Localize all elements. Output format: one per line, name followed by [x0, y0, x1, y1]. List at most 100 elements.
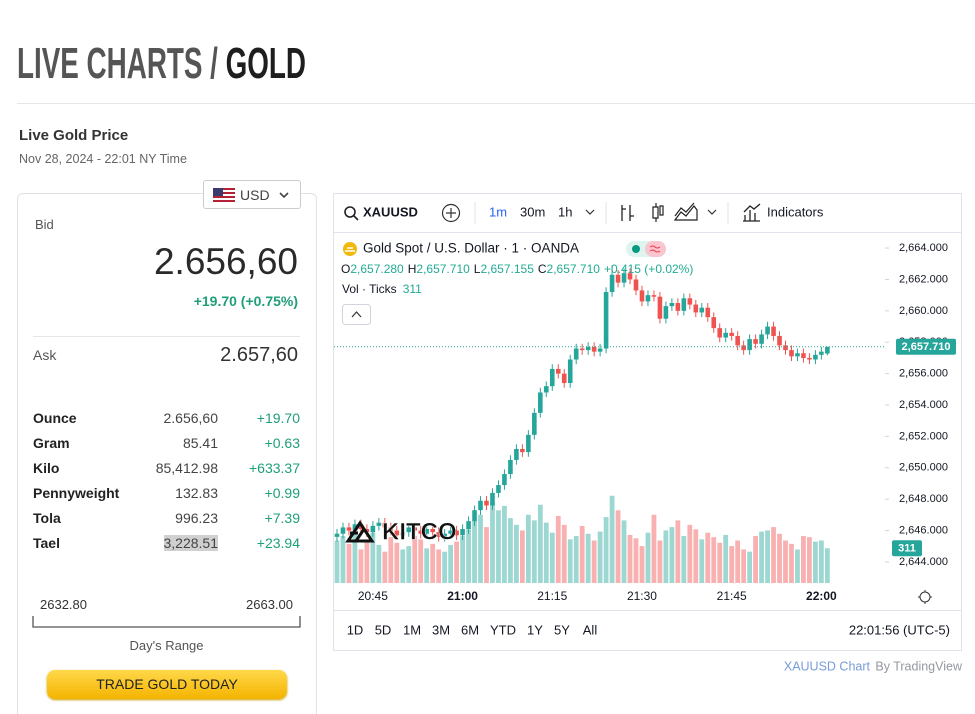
volume-bar	[741, 549, 747, 583]
unit-price: 2.656,60	[163, 410, 219, 426]
volume-badge	[892, 540, 922, 557]
candle-body	[352, 524, 358, 531]
range-button[interactable]: 6M	[461, 622, 479, 637]
range-button[interactable]: YTD	[490, 622, 516, 637]
volume-bar	[352, 531, 358, 583]
volume-bar	[448, 544, 454, 583]
candle-body	[514, 448, 519, 460]
candle-body	[406, 527, 412, 533]
volume-bar	[639, 546, 645, 583]
compare[interactable]	[441, 203, 461, 223]
volume-bar	[759, 531, 764, 583]
candle-body	[603, 292, 609, 349]
y-tick-label: 2,662.000	[899, 273, 948, 285]
candle-body	[585, 346, 591, 351]
candle-body	[538, 392, 543, 413]
volume-bar	[765, 530, 770, 583]
unit-price: 996.23	[175, 510, 218, 526]
unit-name: Tola	[33, 510, 61, 526]
unit-row: Ounce 2.656,60 +19.70	[33, 410, 300, 430]
candle-body	[729, 332, 734, 336]
candle-body	[400, 532, 406, 536]
ohlc-value: 2,657.155	[480, 262, 534, 276]
candle-body	[651, 295, 657, 297]
volume-bar	[555, 515, 561, 583]
area-icon[interactable]	[673, 202, 698, 221]
candle-body	[490, 492, 495, 506]
volume-bar	[460, 536, 465, 583]
candle-body	[484, 500, 489, 506]
y-tick-label: 2,650.000	[899, 462, 948, 474]
volume-bar	[669, 527, 675, 583]
ask-label: Ask	[33, 347, 57, 363]
candle-body	[675, 303, 681, 311]
unit-price: 85,412.98	[155, 460, 218, 476]
volume-bar	[645, 532, 651, 583]
volume-bar	[801, 536, 806, 583]
ohlc-value: 2,657.280	[350, 262, 404, 276]
candle-body	[549, 368, 555, 387]
candles-icon[interactable]	[652, 203, 664, 222]
candle-body	[412, 527, 418, 531]
volume-bar	[783, 540, 788, 583]
unit-row: Kilo 85,412.98 +633.37	[33, 460, 300, 480]
candle-body	[759, 334, 764, 344]
watermark: KITCO	[382, 518, 457, 545]
volume-bar	[729, 546, 735, 583]
range-button[interactable]: All	[583, 622, 598, 637]
search[interactable]: XAUUSD	[344, 204, 418, 221]
range-button[interactable]: 3M	[432, 622, 450, 637]
candle-body	[561, 373, 567, 384]
candle-body	[741, 345, 746, 351]
range-button[interactable]: 5D	[375, 622, 392, 637]
volume-bar	[603, 517, 609, 583]
candle-body	[663, 306, 669, 319]
bid-change: +19.70 (+0.75%)	[193, 293, 298, 309]
interval[interactable]: 30m	[520, 204, 545, 219]
volume-bar	[561, 524, 567, 583]
candle-body	[687, 298, 693, 305]
range-button[interactable]: 1D	[347, 622, 364, 637]
indicators[interactable]: Indicators	[767, 204, 824, 219]
settings-icon[interactable]	[918, 590, 932, 604]
interval[interactable]: 1h	[558, 204, 572, 219]
volume-bar	[591, 540, 597, 583]
indicators-icon[interactable]	[743, 203, 761, 222]
bars-icon[interactable]	[621, 205, 634, 221]
volume-bar	[406, 546, 412, 583]
collapse-button[interactable]	[342, 304, 371, 325]
interval[interactable]: 1m	[489, 204, 507, 219]
candle-body	[334, 533, 340, 537]
candle-body	[669, 303, 675, 307]
chevron[interactable]	[707, 209, 717, 215]
range-button[interactable]: 1M	[403, 622, 421, 637]
candle-body	[609, 274, 615, 293]
candle-body	[789, 350, 794, 357]
trade-button[interactable]: TRADE GOLD TODAY	[47, 670, 287, 699]
volume-bar	[525, 514, 531, 583]
candle-body	[508, 459, 513, 475]
volume-bar	[376, 544, 382, 583]
candle-body	[520, 448, 525, 453]
volume-bar	[711, 537, 717, 583]
volume-bar	[795, 549, 800, 583]
range-button[interactable]: 5Y	[554, 622, 570, 637]
candle-body	[819, 351, 824, 355]
candle-body	[801, 353, 806, 358]
range-label: Day's Range	[129, 638, 204, 653]
volume-bar	[681, 536, 687, 583]
candle-body	[597, 348, 603, 352]
chevron[interactable]	[585, 209, 595, 215]
y-tick-label: 2,644.000	[899, 556, 948, 568]
range-button[interactable]: 1Y	[527, 622, 543, 637]
volume-bar	[364, 539, 370, 583]
volume-bar	[657, 540, 663, 583]
currency-select[interactable]: USD	[203, 180, 301, 209]
currency: USD	[240, 187, 270, 203]
footer-link[interactable]: XAUUSD Chart	[784, 659, 871, 673]
candle-body	[621, 273, 627, 283]
unit-price: 85.41	[182, 435, 218, 451]
y-tick-label: 2,646.000	[899, 524, 948, 536]
y-tick-label: 2,648.000	[899, 493, 948, 505]
panel-heading: Live Gold Price	[19, 127, 129, 144]
